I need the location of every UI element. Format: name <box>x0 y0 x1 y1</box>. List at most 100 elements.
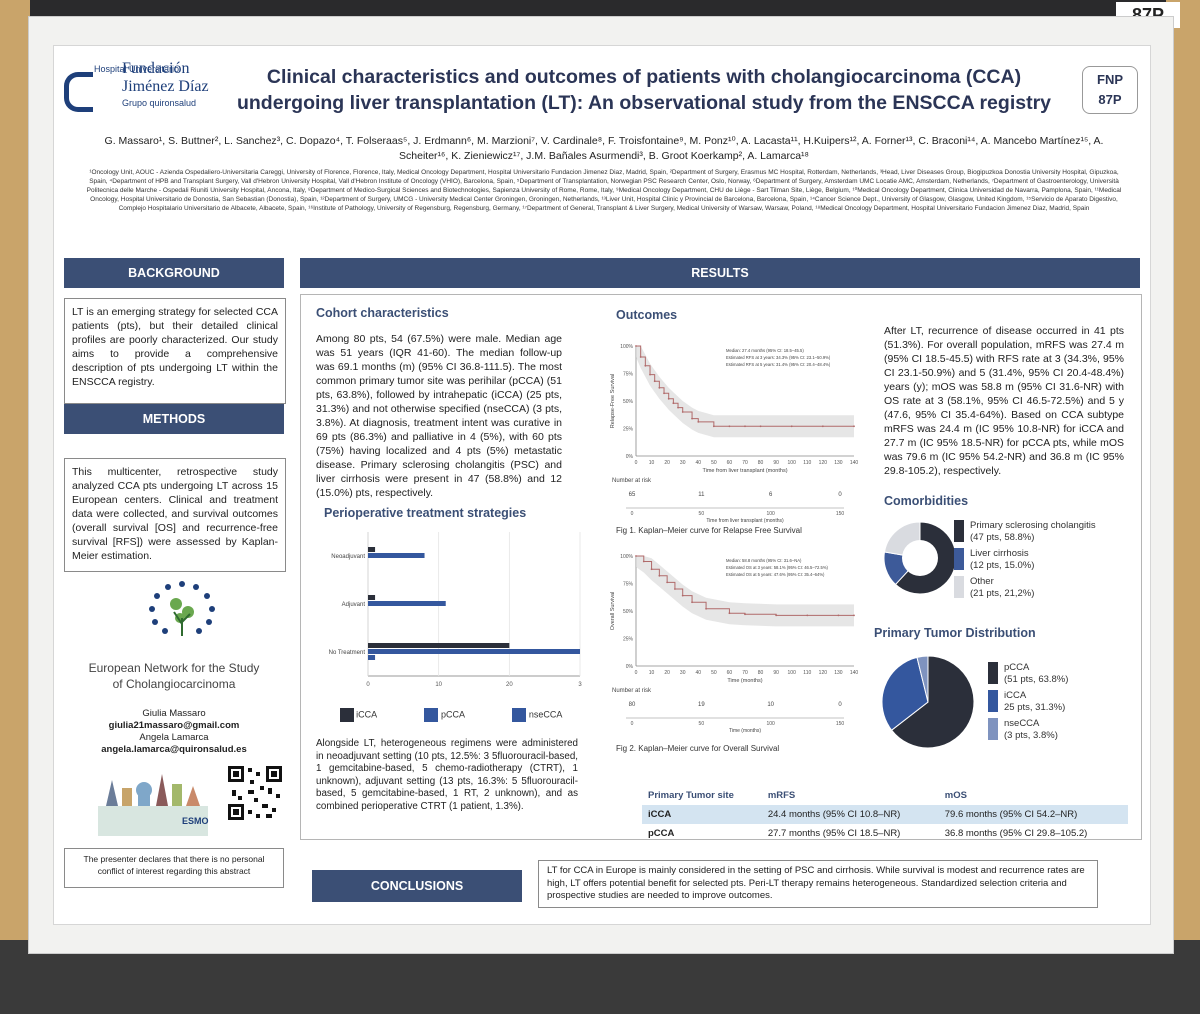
table-row: pCCA 27.7 months (95% CI 18.5–NR) 36.8 m… <box>642 824 1128 843</box>
table-cell: 27.7 months (95% CI 18.5–NR) <box>767 828 901 839</box>
survival-point <box>712 425 715 428</box>
methods-heading: METHODS <box>64 404 284 434</box>
comorbidities-legend-detail: (21 pts, 21,2%) <box>970 588 1035 599</box>
y-tick-label: 75% <box>623 372 634 378</box>
background-heading: BACKGROUND <box>64 258 284 288</box>
survival-point <box>790 425 793 428</box>
contacts: Giulia Massaro giulia21massaro@gmail.com… <box>64 708 284 756</box>
logo-line3: Jiménez Díaz <box>122 78 209 95</box>
category-label: No Treatment <box>329 650 366 656</box>
x-tick-label: 100 <box>788 670 797 676</box>
risk-tick-label: 0 <box>631 721 634 727</box>
comorbidities-legend-text: Liver cirrhosis (12 pts, 15.0%) <box>970 548 1034 572</box>
affiliations: ¹Oncology Unit, AOUC - Azienda Ospedalie… <box>86 169 1122 212</box>
x-axis-label: Time (months) <box>727 678 762 684</box>
background-box: LT is an emerging strategy for selected … <box>64 298 286 404</box>
survival-point <box>650 568 653 571</box>
tumor-dist-legend-detail: 25 pts, 31.3%) <box>1004 702 1066 713</box>
contact2-email[interactable]: angela.lamarca@quironsalud.es <box>101 744 247 755</box>
tumor-dist-legend-label: iCCA <box>1004 690 1027 701</box>
y-tick-label: 100% <box>620 554 633 560</box>
x-tick-label: 120 <box>819 460 828 466</box>
survival-point <box>691 417 693 420</box>
risk-tick-label: 0 <box>631 511 634 517</box>
x-tick-label: 80 <box>758 670 764 676</box>
contact1-name: Giulia Massaro <box>142 708 206 719</box>
survival-point <box>663 392 665 395</box>
tumor-dist-legend-text: nseCCA (3 pts, 3.8%) <box>1004 718 1058 742</box>
legend-item-pcca: pCCA <box>424 708 465 722</box>
network-name: European Network for the Study of Cholan… <box>64 660 284 692</box>
comorbidities-legend-label: Primary sclerosing cholangitis <box>970 520 1096 531</box>
logo-line1: Hospital Universitario <box>94 64 180 74</box>
confidence-band <box>636 556 854 627</box>
fjd-logo-icon <box>64 72 93 112</box>
survival-point <box>705 607 707 610</box>
y-tick-label: 0% <box>626 664 634 670</box>
esmo-mark: ESMO <box>182 816 209 826</box>
comorbidities-legend-text: Other (21 pts, 21,2%) <box>970 576 1034 600</box>
authors: G. Massaro¹, S. Buttner², L. Sanchez³, C… <box>104 135 1104 162</box>
conclusions-box: LT for CCA in Europe is mainly considere… <box>538 860 1098 908</box>
survival-point <box>728 425 731 428</box>
comorbidities-legend-label: Other <box>970 576 994 587</box>
contact1-email[interactable]: giulia21massaro@gmail.com <box>108 720 240 731</box>
risk-tick-label: 50 <box>699 511 705 517</box>
tumor-dist-legend-text: pCCA (51 pts, 63.8%) <box>1004 662 1068 686</box>
donut-hole <box>902 540 938 576</box>
x-tick-label: 10 <box>649 460 655 466</box>
comorbidities-legend: Primary sclerosing cholangitis (47 pts, 5… <box>954 520 1096 604</box>
comorbidities-legend-detail: (47 pts, 58.8%) <box>970 532 1035 543</box>
badge-line1: FNP <box>1097 72 1123 87</box>
cohort-text: Among 80 pts, 54 (67.5%) were male. Medi… <box>316 333 562 499</box>
survival-point <box>639 356 642 358</box>
x-tick-label: 50 <box>711 670 717 676</box>
periop-bar-chart: 0 10 20 3 Neoadjuvant Adjuvant No Treatment <box>329 532 582 688</box>
survival-point <box>667 397 670 400</box>
y-tick-label: 25% <box>623 427 634 433</box>
methods-box: This multicenter, retrospective study an… <box>64 458 286 572</box>
bar-nsecca-no-treatment <box>368 655 376 660</box>
x-tick-label: 0 <box>635 460 638 466</box>
periop-text: Alongside LT, heterogeneous regimens wer… <box>316 738 578 812</box>
x-tick-label: 130 <box>834 460 843 466</box>
risk-table-title: Number at risk <box>612 478 652 484</box>
tumor-dist-legend-label: pCCA <box>1004 662 1030 673</box>
tumor-dist-legend-swatch <box>988 718 998 740</box>
km-estimate-text: Estimated OS at 5 years: 47.6% (95% CI: … <box>726 572 825 577</box>
comorbidities-donut-chart <box>883 521 957 595</box>
x-tick-label: 20 <box>506 682 513 688</box>
risk-value: 19 <box>698 702 705 708</box>
survival-point <box>672 402 675 405</box>
network-name-line2: of Cholangiocarcinoma <box>112 677 236 691</box>
poster-content: Hospital Universitario Fundación Jiménez… <box>53 45 1151 925</box>
bar-icca-adjuvant <box>368 595 376 600</box>
km-rfs-chart: 0%25%50%75%100%0 10 20 30 40 50 60 70 80 90 100 110… <box>610 344 858 524</box>
y-tick-label: 25% <box>623 637 634 643</box>
survival-point <box>635 345 637 347</box>
table-row: iCCA 24.4 months (95% CI 10.8–NR) 79.6 m… <box>642 805 1128 824</box>
qr-code-icon[interactable] <box>226 764 284 822</box>
km-estimate-text: Estimated RFS at 3 years: 34.3% (95% CI:… <box>726 355 831 360</box>
x-tick-label: 10 <box>435 682 442 688</box>
x-tick-label: 100 <box>788 460 797 466</box>
slice-icca <box>881 656 929 731</box>
survival-point <box>806 614 809 617</box>
y-tick-label: 100% <box>620 344 633 350</box>
table-header: mOS <box>944 790 967 801</box>
periop-legend: iCCA pCCA nseCCA <box>316 708 586 722</box>
risk-value: 0 <box>838 702 842 708</box>
x-tick-label: 60 <box>727 460 733 466</box>
tumor-dist-legend-detail: (3 pts, 3.8%) <box>1004 730 1058 741</box>
x-tick-label: 0 <box>366 682 370 688</box>
y-tick-label: 75% <box>623 582 634 588</box>
fig2-caption: Fig 2. Kaplan–Meier curve for Overall Su… <box>616 744 780 753</box>
table-header-row: Primary Tumor site mRFS mOS <box>642 786 1128 805</box>
badge-line2: 87P <box>1098 92 1122 107</box>
slice-nsecca <box>916 655 929 703</box>
risk-tick-label: 100 <box>766 511 775 517</box>
table-cell: 79.6 months (95% CI 54.2–NR) <box>944 809 1078 820</box>
results-box <box>300 294 1142 840</box>
y-axis-label: Relapse-Free Survival <box>610 374 616 428</box>
legend-label-icca: iCCA <box>356 709 378 720</box>
